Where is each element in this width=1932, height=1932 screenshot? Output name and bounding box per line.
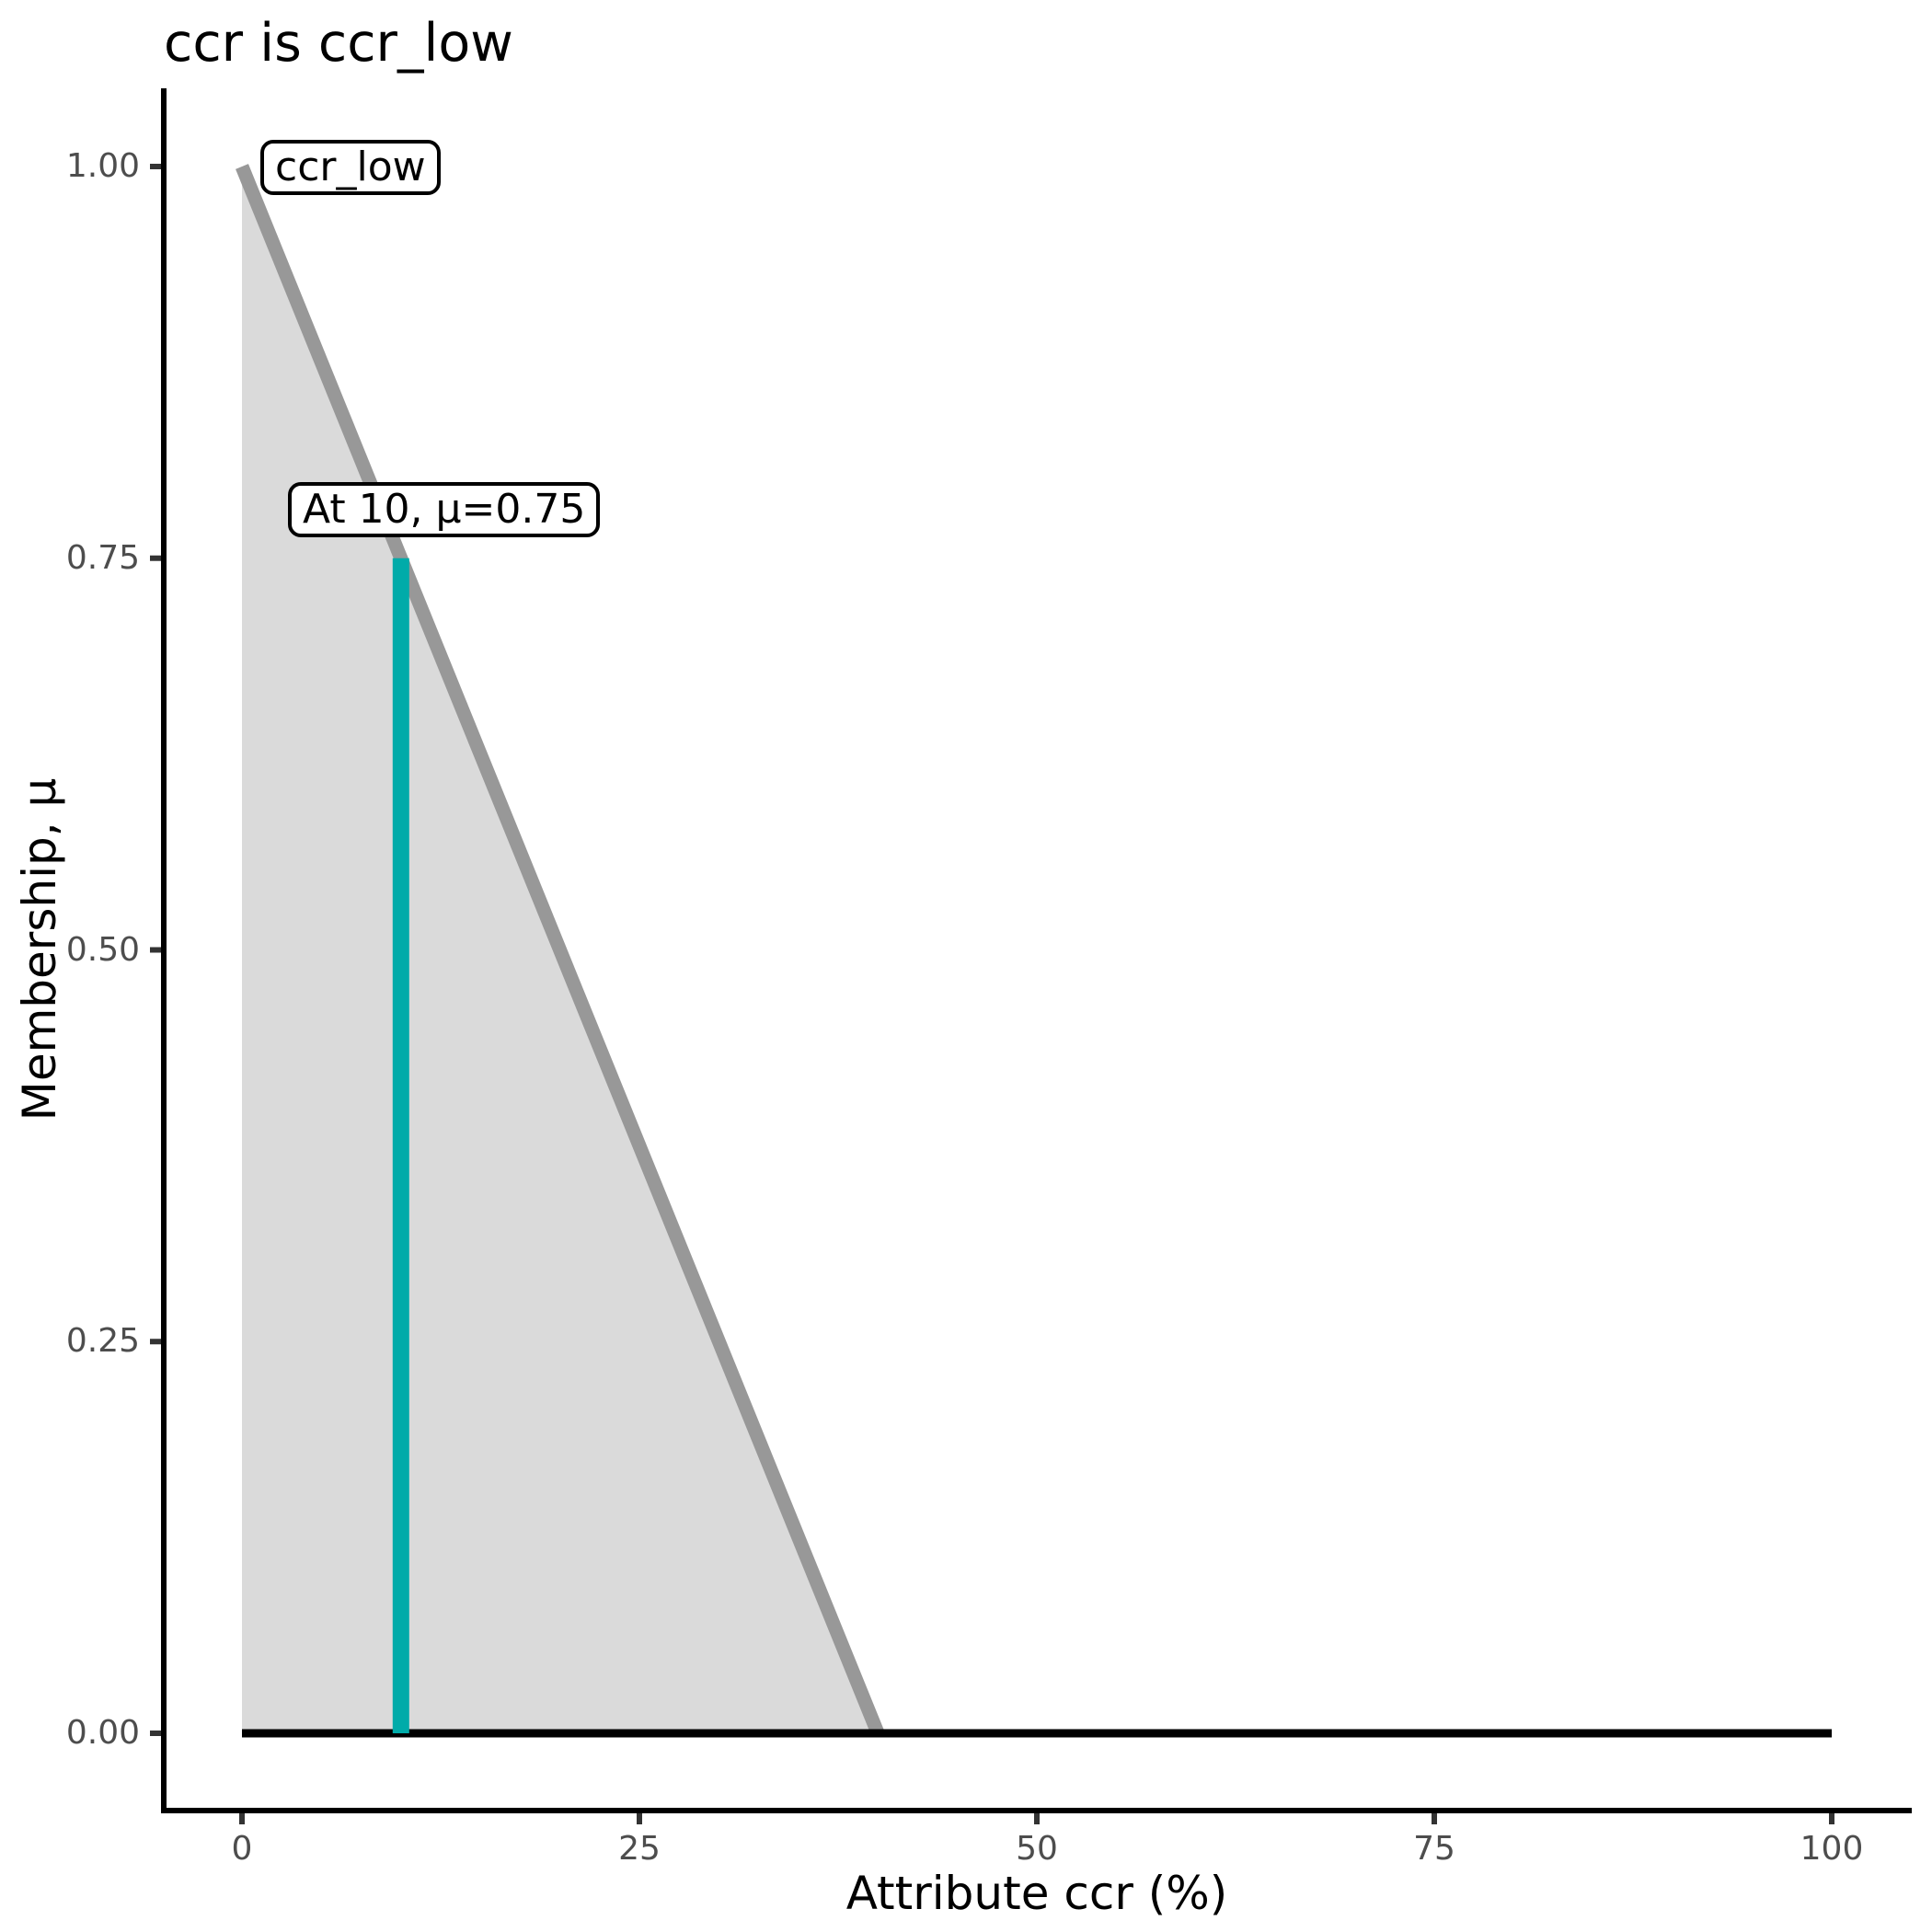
membership-line: [236, 164, 885, 1736]
x-tick-label: 0: [231, 1830, 253, 1868]
annotation-label-ccr-low: ccr_low: [260, 140, 441, 195]
x-axis-title: Attribute ccr (%): [845, 1867, 1228, 1920]
y-tick-label: 0.75: [65, 538, 140, 577]
plot-title: ccr is ccr_low: [164, 13, 513, 74]
y-tick-label: 0.25: [65, 1322, 140, 1361]
x-tick-label: 25: [618, 1830, 661, 1868]
y-tick-label: 0.00: [65, 1714, 140, 1752]
x-tick-label: 100: [1800, 1830, 1864, 1868]
annotation-label-at-10: At 10, μ=0.75: [288, 482, 601, 537]
x-tick-label: 50: [1016, 1830, 1058, 1868]
y-tick-label: 0.50: [65, 930, 140, 969]
y-tick-label: 1.00: [65, 147, 140, 185]
y-axis-title: Membership, μ: [13, 777, 66, 1121]
x-tick-label: 75: [1413, 1830, 1455, 1868]
